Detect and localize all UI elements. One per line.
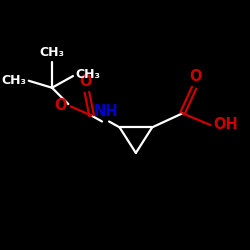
Text: O: O: [189, 69, 202, 84]
Text: CH₃: CH₃: [1, 74, 26, 87]
Text: NH: NH: [93, 104, 118, 119]
Text: O: O: [54, 98, 66, 113]
Text: O: O: [80, 74, 92, 89]
Text: CH₃: CH₃: [76, 68, 101, 82]
Text: OH: OH: [213, 118, 238, 132]
Text: CH₃: CH₃: [40, 46, 64, 59]
